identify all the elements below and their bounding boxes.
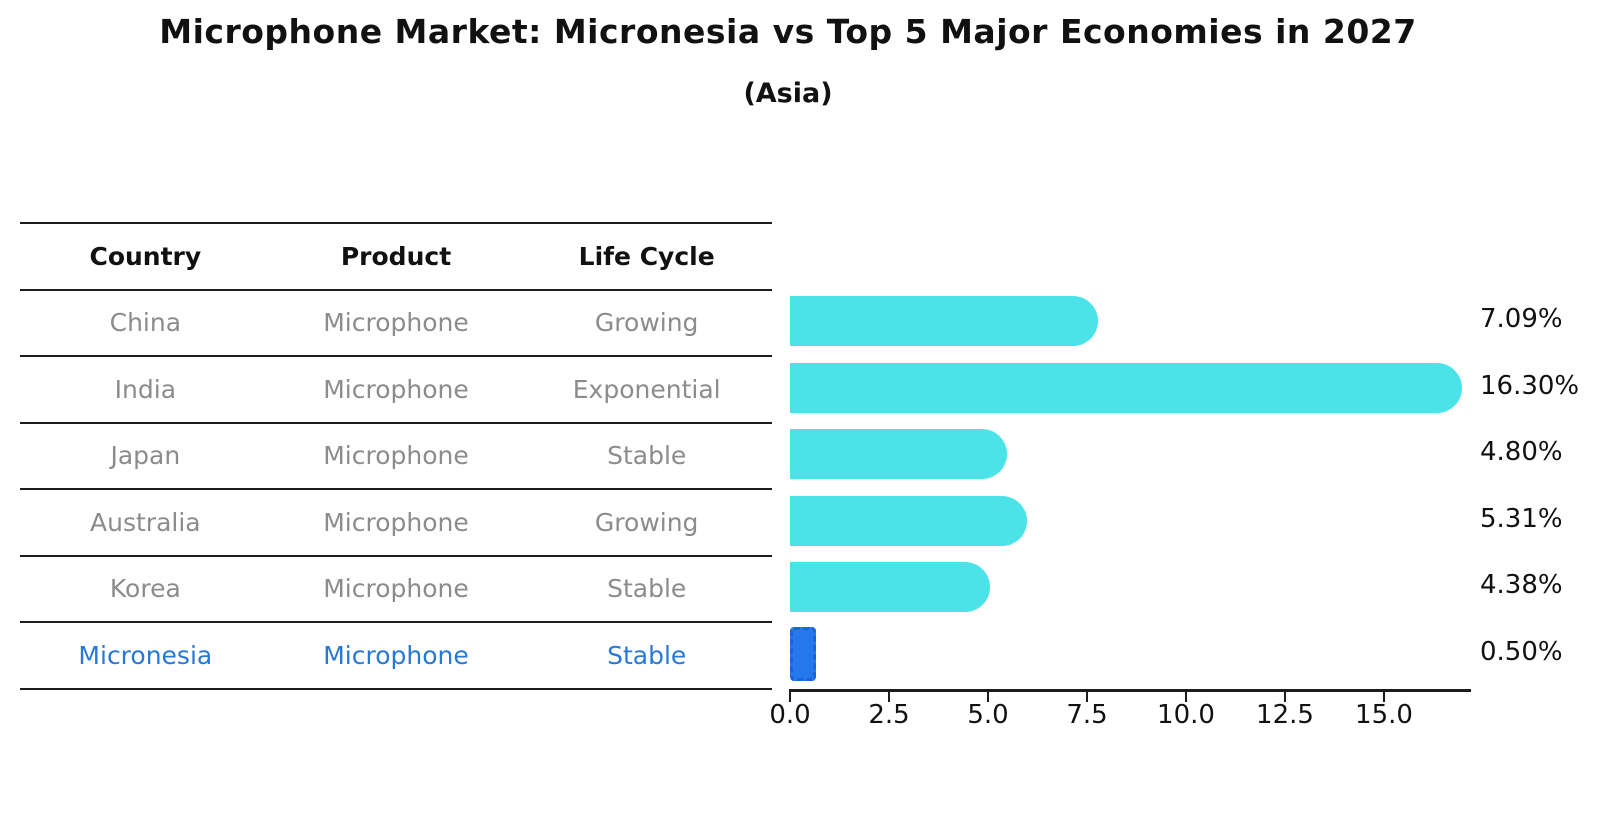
cell-country: Micronesia (78, 640, 213, 670)
table-row-china: China Microphone Growing (20, 291, 772, 357)
cell-product: Microphone (323, 507, 469, 537)
x-axis-tick-label: 15.0 (1355, 700, 1413, 730)
cell-country: China (109, 308, 182, 338)
x-axis-tick-label: 0.0 (769, 700, 811, 730)
column-header-lifecycle: Life Cycle (578, 241, 715, 271)
value-label-korea: 4.38% (1480, 570, 1563, 600)
cell-product: Microphone (323, 574, 469, 604)
bar-china (790, 296, 1098, 346)
x-axis-tick (1086, 692, 1088, 702)
x-axis-tick-label: 10.0 (1157, 700, 1215, 730)
bar-india (790, 362, 1462, 413)
cell-lifecycle: Stable (607, 640, 687, 670)
cell-country: India (114, 374, 177, 404)
x-axis-tick (987, 692, 989, 702)
x-axis-line (789, 689, 1471, 692)
cell-country: Japan (110, 441, 181, 471)
column-header-country: Country (89, 241, 202, 271)
table-row-korea: Korea Microphone Stable (20, 557, 772, 623)
column-header-product: Product (340, 241, 452, 271)
bar-korea (790, 562, 990, 612)
table-row-india: India Microphone Exponential (20, 357, 772, 424)
table-row-micronesia: Micronesia Microphone Stable (20, 623, 772, 690)
x-axis-tick-label: 2.5 (868, 700, 910, 730)
bar-australia (790, 495, 1027, 546)
value-label-india: 16.30% (1480, 370, 1580, 401)
cell-lifecycle: Stable (607, 574, 687, 604)
cell-country: Australia (90, 507, 201, 537)
x-axis-tick (1185, 692, 1187, 702)
x-axis-tick (1284, 692, 1286, 702)
cell-lifecycle: Growing (594, 507, 699, 537)
table-row-japan: Japan Microphone Stable (20, 424, 772, 490)
x-axis-tick (888, 692, 890, 702)
cell-lifecycle: Exponential (572, 374, 721, 404)
cell-product: Microphone (323, 374, 469, 404)
table-row-australia: Australia Microphone Growing (20, 490, 772, 557)
x-axis-tick-label: 5.0 (967, 700, 1009, 730)
cell-product: Microphone (323, 308, 469, 338)
cell-product: Microphone (323, 640, 469, 670)
cell-lifecycle: Stable (607, 441, 687, 471)
bar-micronesia (790, 626, 816, 681)
value-label-micronesia: 0.50% (1480, 636, 1563, 667)
table-body: China Microphone Growing India Microphone Exp… (20, 291, 772, 690)
x-axis-tick-label: 7.5 (1066, 700, 1108, 730)
table-header-row: Country Product Life Cycle (20, 224, 772, 291)
x-axis-tick (789, 692, 791, 702)
cell-lifecycle: Growing (594, 308, 699, 338)
chart-title: Microphone Market: Micronesia vs Top 5 M… (159, 12, 1417, 51)
x-axis-tick-label: 12.5 (1256, 700, 1314, 730)
cell-product: Microphone (323, 441, 469, 471)
country-table: Country Product Life Cycle China Micropho… (20, 222, 772, 690)
x-axis-tick (1383, 692, 1385, 702)
value-label-japan: 4.80% (1480, 437, 1563, 467)
cell-country: Korea (109, 574, 181, 604)
chart-subtitle: (Asia) (743, 78, 833, 109)
value-label-australia: 5.31% (1480, 503, 1563, 534)
bar-japan (790, 429, 1007, 479)
value-label-china: 7.09% (1480, 304, 1563, 334)
